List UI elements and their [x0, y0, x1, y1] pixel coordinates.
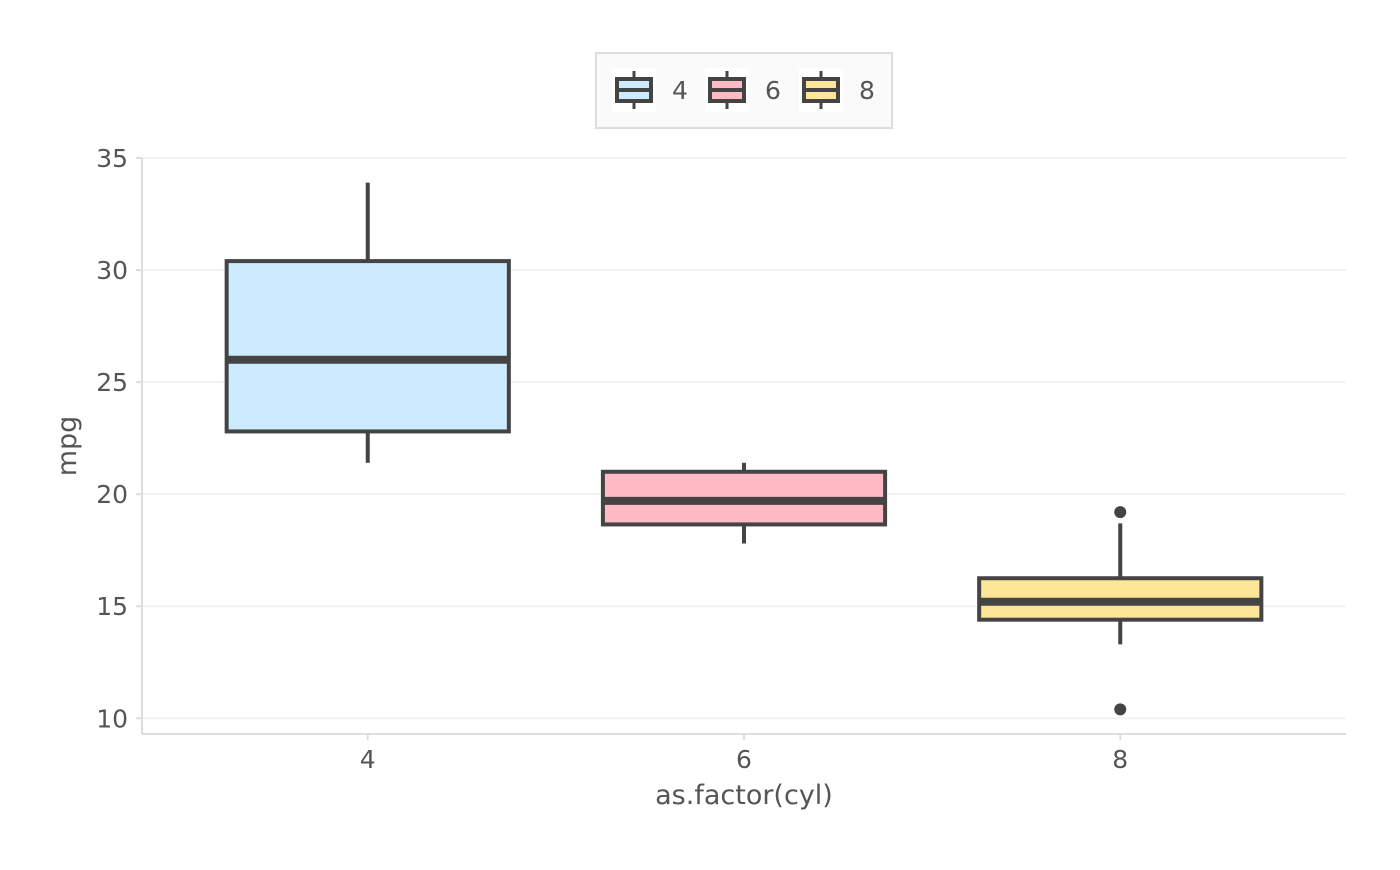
y-axis-label: mpg — [52, 416, 83, 477]
x-tick-label: 6 — [736, 745, 752, 774]
outlier-point — [1114, 506, 1127, 519]
legend-label: 8 — [859, 76, 875, 105]
y-tick-label: 30 — [96, 256, 128, 285]
box-group-8 — [977, 506, 1264, 716]
box-iqr — [224, 259, 511, 434]
y-tick-label: 20 — [96, 480, 128, 509]
axes — [141, 158, 1346, 735]
x-tick-label: 4 — [360, 745, 376, 774]
y-ticks: 10 15 20 25 30 35 — [96, 144, 142, 733]
x-axis-label: as.factor(cyl) — [655, 780, 833, 811]
legend-item-6: 6 — [705, 68, 781, 112]
legend-items: 4 6 8 — [612, 68, 875, 112]
y-tick-label: 15 — [96, 592, 128, 621]
y-tick-label: 35 — [96, 144, 128, 173]
x-ticks: 4 6 8 — [360, 734, 1128, 774]
y-tick-label: 10 — [96, 704, 128, 733]
legend-label: 6 — [765, 76, 781, 105]
x-tick-label: 8 — [1112, 745, 1128, 774]
legend: 4 6 8 — [595, 52, 893, 129]
legend-item-4: 4 — [612, 68, 688, 112]
legend-item-8: 8 — [799, 68, 875, 112]
outlier-point — [1114, 703, 1127, 716]
gridlines — [142, 157, 1346, 720]
boxes — [224, 182, 1264, 716]
box-group-4 — [224, 182, 511, 463]
y-tick-label: 25 — [96, 368, 128, 397]
legend-label: 4 — [672, 76, 688, 105]
box-group-6 — [600, 462, 888, 544]
